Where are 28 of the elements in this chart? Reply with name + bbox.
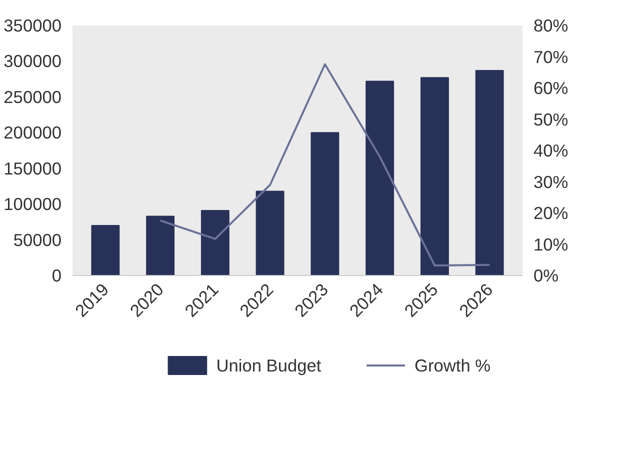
bar <box>200 210 230 276</box>
y2-tick-label: 20% <box>534 203 568 223</box>
legend-label: Growth % <box>414 356 491 376</box>
y-tick-label: 150000 <box>4 158 62 178</box>
bar <box>420 77 449 276</box>
y2-tick-label: 50% <box>534 109 568 130</box>
y2-tick-label: 40% <box>534 140 568 160</box>
bar <box>91 225 120 276</box>
y-tick-label: 200000 <box>4 122 62 143</box>
y-tick-label: 0 <box>52 266 62 286</box>
legend-label: Union Budget <box>216 356 322 376</box>
y-tick-label: 250000 <box>4 86 62 107</box>
y2-tick-label: 30% <box>534 172 568 192</box>
bar <box>256 190 284 276</box>
bar <box>146 216 175 276</box>
y-tick-label: 50000 <box>13 230 62 250</box>
y2-tick-label: 10% <box>534 234 568 254</box>
bar <box>310 132 340 276</box>
line-series <box>159 63 491 266</box>
y-tick-label: 300000 <box>4 51 62 72</box>
y2-tick-label: 0% <box>534 266 559 286</box>
y2-tick-label: 70% <box>534 46 568 67</box>
y2-tick-label: 80% <box>534 16 568 36</box>
y-tick-label: 350000 <box>4 16 62 36</box>
bar <box>475 70 504 276</box>
bar <box>366 80 394 276</box>
y2-tick-label: 60% <box>534 78 568 98</box>
y-tick-label: 100000 <box>4 194 62 214</box>
